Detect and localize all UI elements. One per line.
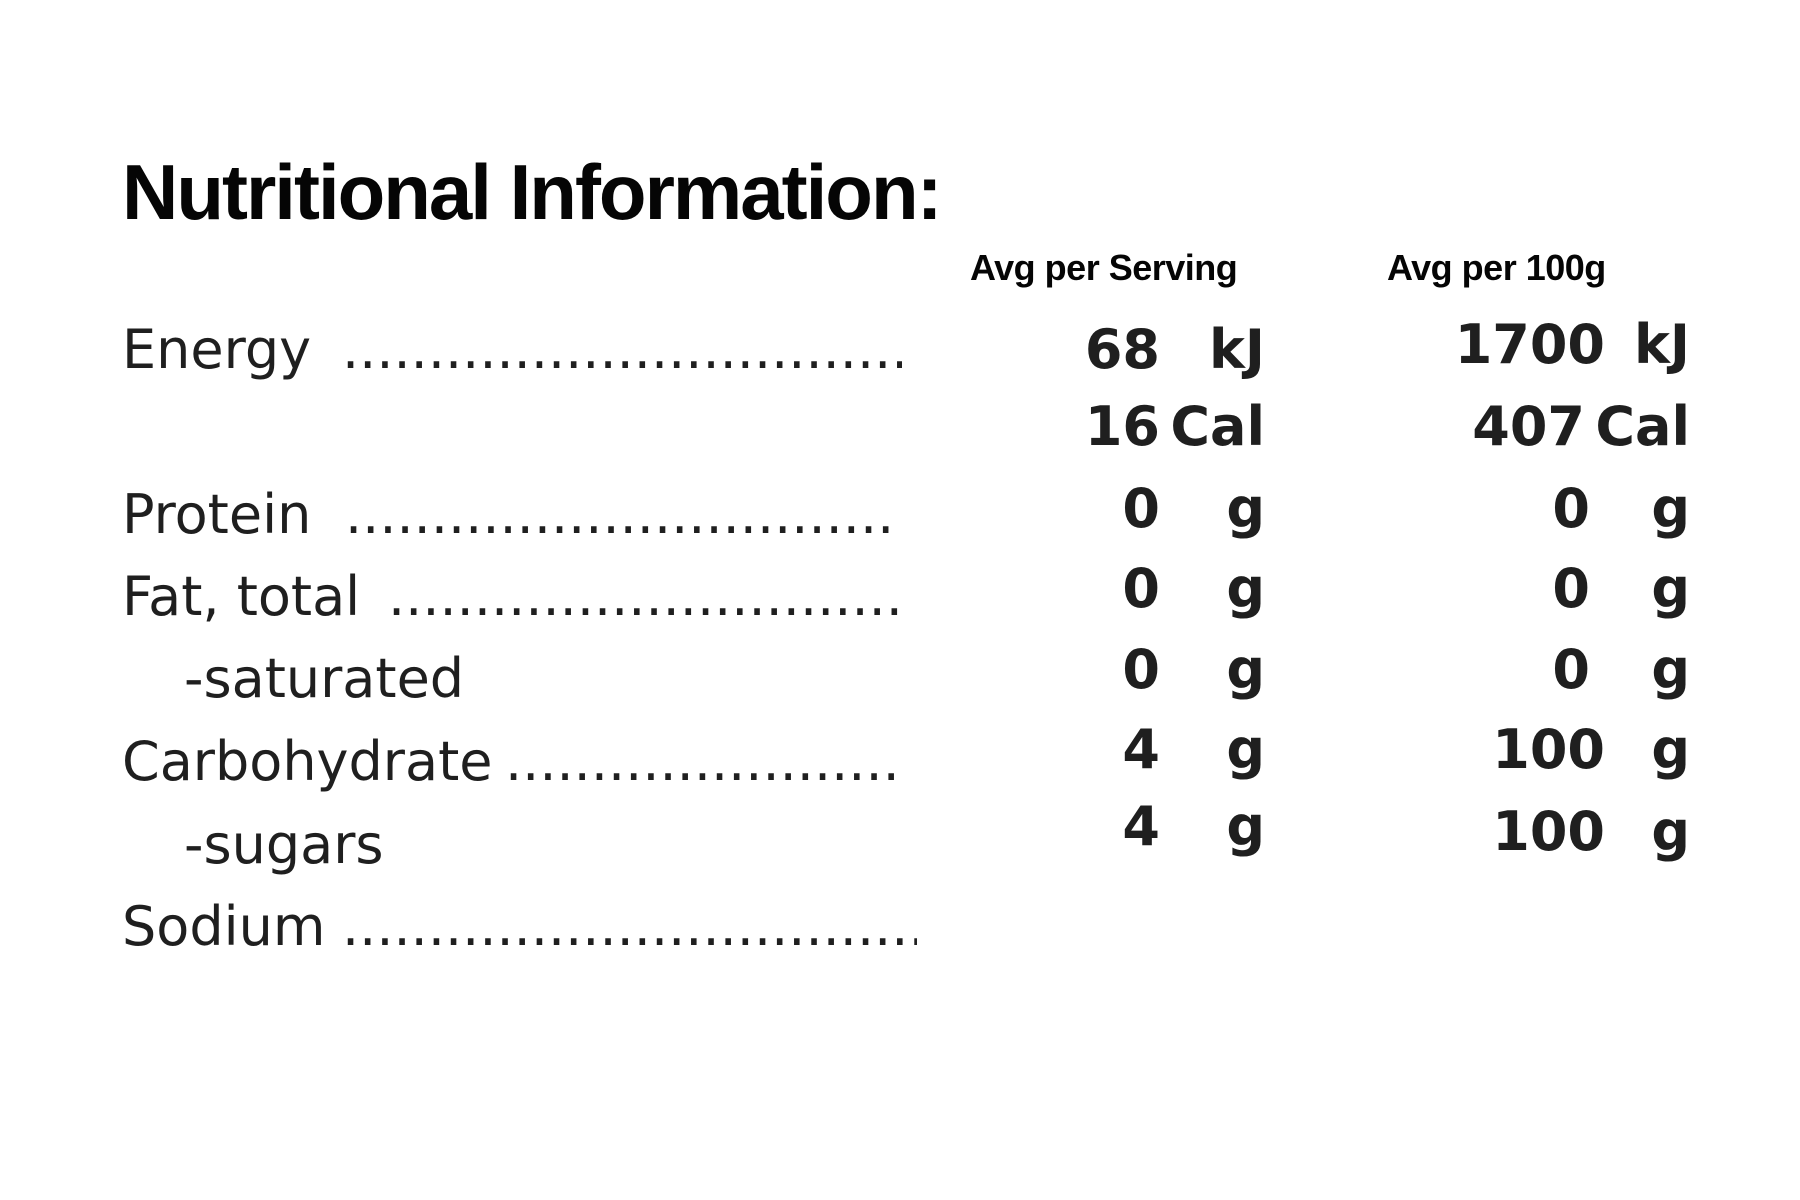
row-label: Carbohydrate	[122, 730, 493, 793]
per100-unit: g	[1651, 557, 1690, 620]
serving-value: 68	[1084, 318, 1160, 381]
serving-unit: g	[1226, 638, 1265, 701]
row-label: Fat, total	[122, 565, 361, 628]
dot-leader: ....................................	[342, 323, 902, 377]
page-title: Nutritional Information:	[122, 148, 943, 236]
serving-unit: g	[1226, 718, 1265, 781]
per100-unit: g	[1651, 718, 1690, 781]
serving-value: 0	[1122, 557, 1160, 620]
per100-value: 1700	[1454, 313, 1605, 376]
per100-unit: g	[1651, 800, 1690, 863]
serving-value: 0	[1122, 477, 1160, 540]
serving-unit: g	[1226, 795, 1265, 858]
row-label: Protein	[122, 483, 312, 546]
per100-value: 407	[1472, 395, 1585, 458]
per100-unit: Cal	[1595, 395, 1690, 458]
per100-value: 0	[1552, 638, 1590, 701]
serving-value: 4	[1122, 795, 1160, 858]
dot-leader: ..................................	[388, 570, 908, 624]
per100-unit: g	[1651, 638, 1690, 701]
dot-leader: ...................................	[345, 488, 893, 542]
per100-unit: kJ	[1633, 313, 1690, 376]
serving-value: 0	[1122, 638, 1160, 701]
row-label: Energy	[122, 318, 312, 381]
row-label: -saturated	[184, 647, 465, 710]
dot-leader: .....................................	[342, 900, 917, 954]
per100-unit: g	[1651, 477, 1690, 540]
row-label: -sugars	[184, 813, 384, 876]
per100-value: 0	[1552, 477, 1590, 540]
per100-value: 100	[1492, 800, 1605, 863]
dot-leader: .........................	[505, 735, 900, 789]
serving-unit: kJ	[1208, 318, 1265, 381]
row-label: Sodium	[122, 895, 326, 958]
per100-value: 100	[1492, 718, 1605, 781]
serving-unit: g	[1226, 477, 1265, 540]
serving-unit: Cal	[1170, 395, 1265, 458]
serving-unit: g	[1226, 557, 1265, 620]
column-header-per-serving: Avg per Serving	[970, 247, 1238, 288]
serving-value: 4	[1122, 718, 1160, 781]
per100-value: 0	[1552, 557, 1590, 620]
serving-value: 16	[1084, 395, 1160, 458]
column-header-per-100g: Avg per 100g	[1387, 247, 1606, 288]
